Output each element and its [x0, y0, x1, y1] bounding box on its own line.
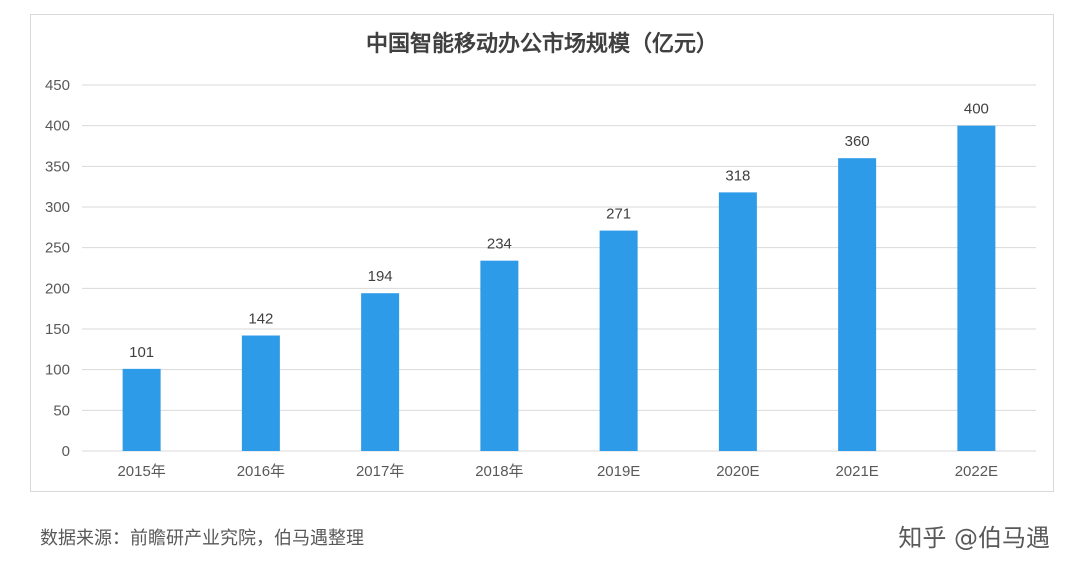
bar [599, 230, 638, 451]
data-label: 400 [964, 101, 989, 118]
credit-label: 知乎 @伯马遇 [898, 524, 1050, 552]
x-tick-label: 2021E [835, 463, 878, 480]
bar [718, 192, 757, 452]
chart-title: 中国智能移动办公市场规模（亿元） [365, 32, 718, 57]
x-tick-label: 2016年 [237, 463, 285, 480]
data-label: 271 [606, 206, 631, 223]
bar [241, 335, 280, 451]
data-label: 360 [845, 133, 870, 150]
y-tick-label: 200 [45, 280, 70, 297]
data-label: 101 [129, 344, 154, 361]
y-tick-label: 350 [45, 158, 70, 175]
source-note: 数据来源：前瞻研产业究院，伯马遇整理 [40, 528, 364, 549]
y-tick-label: 0 [62, 443, 70, 460]
x-tick-label: 2017年 [356, 463, 404, 480]
y-tick-label: 300 [45, 199, 70, 216]
y-tick-label: 100 [45, 362, 70, 379]
data-label: 142 [248, 311, 273, 328]
bar [957, 125, 996, 452]
y-tick-label: 50 [53, 402, 70, 419]
bar [838, 158, 877, 451]
bar [480, 260, 519, 451]
y-tick-label: 450 [45, 77, 70, 94]
y-tick-label: 150 [45, 321, 70, 338]
data-label: 194 [368, 268, 393, 285]
x-tick-label: 2022E [955, 463, 998, 480]
chart-frame [30, 14, 1054, 492]
y-tick-label: 400 [45, 118, 70, 135]
bar [361, 293, 400, 451]
y-tick-label: 250 [45, 240, 70, 257]
bar [122, 368, 161, 451]
x-tick-label: 2018年 [475, 463, 523, 480]
x-tick-label: 2015年 [117, 463, 165, 480]
x-tick-label: 2019E [597, 463, 640, 480]
data-label: 318 [725, 167, 750, 184]
x-tick-label: 2020E [716, 463, 759, 480]
data-label: 234 [487, 236, 512, 253]
